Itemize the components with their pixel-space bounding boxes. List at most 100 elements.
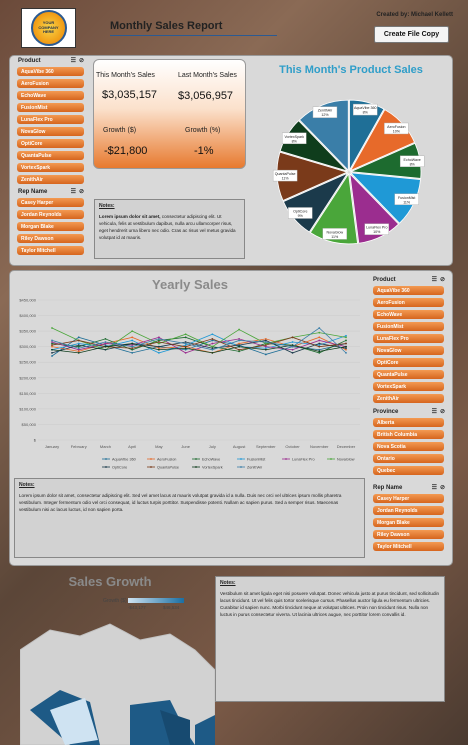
clear-filter-icon[interactable]: ⊘ <box>439 409 445 415</box>
slicer-item[interactable]: Alberta <box>373 418 444 427</box>
growth-legend-bar <box>128 598 184 603</box>
slicer-item[interactable]: Casey Harper <box>17 198 84 207</box>
slicer-item[interactable]: AeroFusion <box>17 79 84 88</box>
slicer-item[interactable]: Riley Dawson <box>373 530 444 539</box>
slicer-item[interactable]: OptiCore <box>373 358 444 367</box>
product-slicer-label: Product <box>18 57 41 64</box>
series-point <box>318 345 321 348</box>
slicer-item[interactable]: ZenithAir <box>17 175 84 184</box>
map-region-ns <box>195 715 215 745</box>
series-point <box>211 337 214 340</box>
slicer-item[interactable]: FusionMist <box>373 322 444 331</box>
slicer-item[interactable]: VortexSpark <box>17 163 84 172</box>
slicer-item[interactable]: ZenithAir <box>373 394 444 403</box>
slicer-item[interactable]: Taylor Mitchell <box>17 246 84 255</box>
multi-select-icon[interactable]: ☰ <box>70 189 76 195</box>
slicer-item[interactable]: EchoWave <box>373 310 444 319</box>
slicer-item[interactable]: NovaGlow <box>373 346 444 355</box>
svg-text:ZenithAir: ZenithAir <box>318 109 333 113</box>
series-point <box>158 347 160 350</box>
series-line <box>51 336 347 351</box>
slicer-item[interactable]: Riley Dawson <box>17 234 84 243</box>
series-point <box>131 348 134 351</box>
svg-text:NovaGlow: NovaGlow <box>337 457 355 461</box>
province-slicer-label: Province <box>373 408 399 415</box>
x-tick-label: October <box>285 444 300 449</box>
slicer-item[interactable]: Taylor Mitchell <box>373 542 444 551</box>
multi-select-icon[interactable]: ☰ <box>431 409 437 415</box>
series-point <box>158 345 160 348</box>
slicer-item[interactable]: Ontario <box>373 454 444 463</box>
slicer-item[interactable]: NovaGlow <box>17 127 84 136</box>
series-point <box>291 341 294 343</box>
slicer-item[interactable]: AeroFusion <box>373 298 444 307</box>
slicer-item[interactable]: LunaFlex Pro <box>373 334 444 343</box>
yearly-chart-title: Yearly Sales <box>152 277 228 292</box>
slicer-item[interactable]: Morgan Blake <box>373 518 444 527</box>
series-point <box>238 350 240 353</box>
svg-text:EchoWave: EchoWave <box>404 158 421 162</box>
svg-text:12%: 12% <box>321 113 329 117</box>
slicer-item[interactable]: LunaFlex Pro <box>17 115 84 124</box>
y-tick-label: $300,000 <box>19 344 36 349</box>
y-tick-label: $200,000 <box>19 375 36 380</box>
rep-slicer-label: Rep Name <box>18 188 48 195</box>
clear-filter-icon[interactable]: ⊘ <box>78 58 84 64</box>
svg-text:OptiCore: OptiCore <box>112 465 127 469</box>
create-file-copy-button[interactable]: Create File Copy <box>374 26 449 43</box>
multi-select-icon[interactable]: ☰ <box>70 58 76 64</box>
clear-filter-icon[interactable]: ⊘ <box>439 485 445 491</box>
legend-item: NovaGlow <box>327 457 355 461</box>
series-point <box>104 345 107 348</box>
this-month-label: This Month's Sales <box>96 72 155 79</box>
slicer-item[interactable]: AquaVibe 360 <box>17 67 84 76</box>
svg-text:NovaGlow: NovaGlow <box>326 230 343 234</box>
growth-legend-min: -$43,177 <box>128 605 146 610</box>
multi-select-icon[interactable]: ☰ <box>431 277 437 283</box>
series-point <box>158 341 160 343</box>
slicer-item[interactable]: EchoWave <box>17 91 84 100</box>
svg-text:8%: 8% <box>363 111 369 115</box>
series-point <box>318 351 321 354</box>
product-slicer-2-header: Product ☰ ⊘ <box>373 276 445 284</box>
series-point <box>184 351 187 354</box>
legend-item: VortexSpark <box>192 465 223 469</box>
series-point <box>345 347 347 350</box>
series-point <box>264 341 267 343</box>
series-point <box>158 351 160 354</box>
series-point <box>184 344 187 347</box>
slicer-item[interactable]: FusionMist <box>17 103 84 112</box>
svg-text:QuantaPulse: QuantaPulse <box>275 172 296 176</box>
clear-filter-icon[interactable]: ⊘ <box>78 189 84 195</box>
notes-box-growth: Notes: Vestibulum sit amet ligula eget n… <box>215 576 445 702</box>
series-point <box>104 337 107 340</box>
slicer-item[interactable]: Jordan Reynolds <box>373 506 444 515</box>
svg-text:ZenithAir: ZenithAir <box>247 465 263 469</box>
slicer-item[interactable]: AquaVibe 360 <box>373 286 444 295</box>
slicer-item[interactable]: Jordan Reynolds <box>17 210 84 219</box>
slicer-item[interactable]: Morgan Blake <box>17 222 84 231</box>
y-tick-label: $150,000 <box>19 391 36 396</box>
x-tick-label: April <box>128 444 136 449</box>
slicer-item[interactable]: VortexSpark <box>373 382 444 391</box>
slicer-item[interactable]: QuantaPulse <box>17 151 84 160</box>
series-point <box>131 342 134 345</box>
slicer-item[interactable]: Quebec <box>373 466 444 475</box>
slicer-item[interactable]: QuantaPulse <box>373 370 444 379</box>
slicer-item[interactable]: OptiCore <box>17 139 84 148</box>
clear-filter-icon[interactable]: ⊘ <box>439 277 445 283</box>
series-point <box>131 351 134 354</box>
x-tick-label: September <box>256 444 276 449</box>
series-point <box>184 348 187 351</box>
slicer-item[interactable]: Casey Harper <box>373 494 444 503</box>
series-line <box>51 336 347 354</box>
slicer-item[interactable]: British Columbia <box>373 430 444 439</box>
series-point <box>184 347 187 350</box>
slicer-item[interactable]: Nova Scotia <box>373 442 444 451</box>
multi-select-icon[interactable]: ☰ <box>431 485 437 491</box>
map-region-qc <box>160 710 190 745</box>
rep-slicer-2-header: Rep Name ☰ ⊘ <box>373 484 445 492</box>
province-slicer-header: Province ☰ ⊘ <box>373 408 445 416</box>
series-point <box>104 342 107 345</box>
